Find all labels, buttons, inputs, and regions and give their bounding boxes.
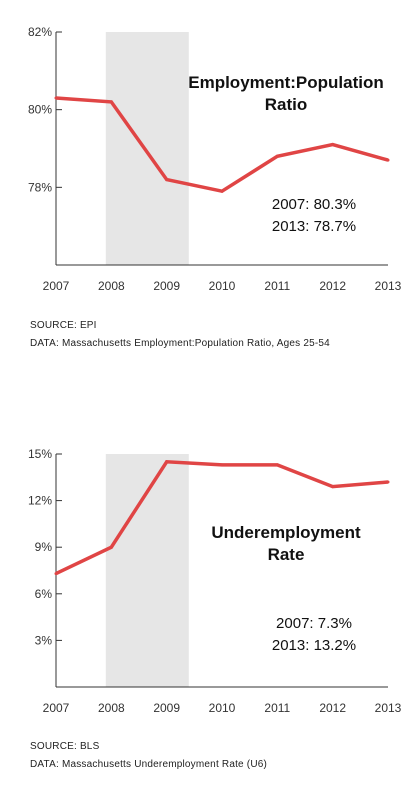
annotation-end: 2013: 13.2% — [272, 637, 356, 654]
y-tick-label: 78% — [28, 180, 52, 194]
x-tick-label: 2012 — [319, 279, 346, 293]
x-tick-label: 2009 — [153, 279, 180, 293]
annotation-end: 2013: 78.7% — [272, 218, 356, 235]
employment-ratio-chart: 78% 80% 82% 2007 2008 2009 2010 2011 2012 2013 E… — [28, 25, 402, 293]
data-point — [275, 154, 279, 158]
y-grid-ticks — [56, 31, 62, 188]
y-tick-label: 6% — [35, 587, 53, 601]
x-tick-label: 2011 — [264, 701, 290, 715]
x-tick-label: 2010 — [209, 279, 236, 293]
x-tick-label: 2010 — [209, 701, 236, 715]
x-tick-labels: 2007 2008 2009 2010 2011 2012 2013 — [43, 701, 402, 715]
data-point — [109, 545, 113, 549]
chart-title-line-2: Ratio — [265, 95, 308, 114]
recession-shade — [105, 32, 189, 265]
data-point — [54, 572, 58, 576]
y-tick-label: 80% — [28, 103, 52, 117]
chart-title-line-2: Rate — [268, 545, 305, 564]
chart2-source: SOURCE: BLS — [30, 741, 100, 752]
data-point — [386, 480, 390, 484]
annotation-start: 2007: 7.3% — [276, 615, 352, 632]
x-tick-labels: 2007 2008 2009 2010 2011 2012 2013 — [43, 279, 402, 293]
chart-title-line-1: Employment:Population — [188, 73, 384, 92]
y-tick-label: 3% — [35, 633, 53, 647]
y-tick-labels: 3% 6% 9% 12% 15% — [28, 447, 52, 647]
chart1-data-note: DATA: Massachusetts Employment:Populatio… — [30, 338, 330, 349]
data-point — [275, 463, 279, 467]
data-point — [331, 143, 335, 147]
y-tick-label: 82% — [28, 25, 52, 39]
chart-title-line-1: Underemployment — [211, 523, 361, 542]
chart2-data-note: DATA: Massachusetts Underemployment Rate… — [30, 759, 268, 770]
data-point — [331, 485, 335, 489]
data-point — [109, 100, 113, 104]
y-tick-label: 9% — [35, 540, 53, 554]
x-tick-label: 2013 — [375, 701, 402, 715]
y-tick-label: 12% — [28, 494, 52, 508]
data-point — [165, 460, 169, 464]
x-tick-label: 2008 — [98, 279, 125, 293]
y-tick-labels: 78% 80% 82% — [28, 25, 52, 194]
x-tick-label: 2011 — [264, 279, 290, 293]
annotation-start: 2007: 80.3% — [272, 196, 356, 213]
x-tick-label: 2007 — [43, 701, 70, 715]
y-grid-ticks — [56, 453, 62, 641]
data-point — [165, 178, 169, 182]
data-point — [54, 96, 58, 100]
x-tick-label: 2012 — [319, 701, 346, 715]
y-tick-label: 15% — [28, 447, 52, 461]
data-point — [220, 463, 224, 467]
data-point — [386, 158, 390, 162]
chart1-source: SOURCE: EPI — [30, 320, 97, 331]
underemployment-rate-chart: 3% 6% 9% 12% 15% 2007 2008 2009 2010 2011 2012 201… — [28, 447, 402, 715]
x-tick-label: 2007 — [43, 279, 70, 293]
x-tick-label: 2009 — [153, 701, 180, 715]
data-point — [220, 189, 224, 193]
x-tick-label: 2008 — [98, 701, 125, 715]
x-tick-label: 2013 — [375, 279, 402, 293]
